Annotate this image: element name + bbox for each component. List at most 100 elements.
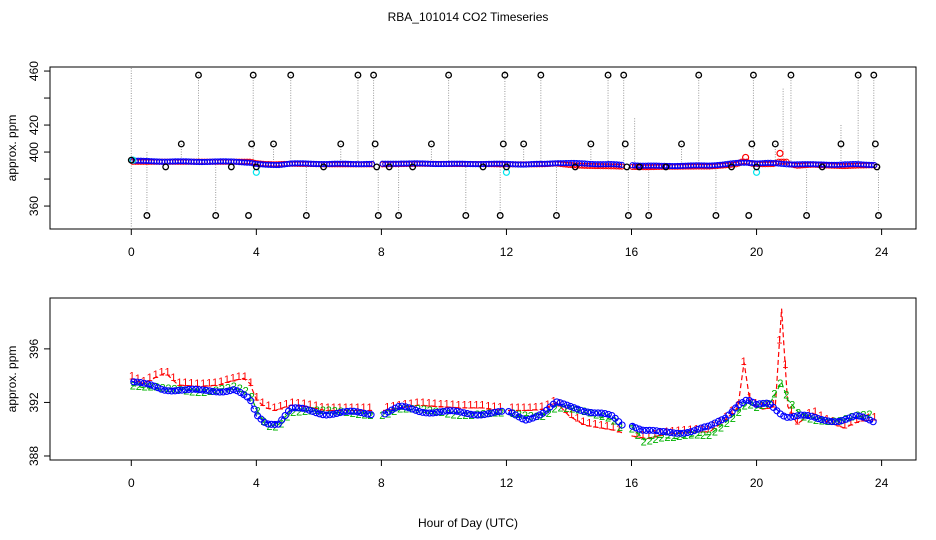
top-black-point	[871, 140, 879, 148]
bottom-series-symbol-1: 1	[254, 392, 260, 404]
bottom-series-symbol-2: 2	[326, 405, 332, 417]
bottom-series-point-3	[223, 387, 231, 396]
bottom-series-symbol-1: 1	[616, 423, 622, 435]
bottom-series-point-3	[474, 411, 482, 419]
bottom-series-point-3	[807, 412, 815, 420]
bottom-series-point-3	[388, 406, 396, 414]
bottom-series-point-3	[529, 414, 537, 422]
bottom-series-symbol-1: 1	[515, 402, 521, 414]
top-black-point	[479, 163, 487, 171]
bottom-series-symbol-1: 1	[200, 378, 206, 390]
bottom-series-point-3	[456, 408, 465, 416]
bottom-series-point-3	[384, 408, 392, 416]
bottom-series-symbol-1: 1	[788, 404, 794, 416]
bottom-series-symbol-2: 2	[165, 383, 171, 395]
bottom-series-symbol-1: 1	[836, 418, 842, 430]
bottom-series-symbol-1: 1	[206, 377, 212, 389]
bottom-series-point-3	[498, 407, 506, 415]
bottom-series-symbol-1: 1	[420, 397, 426, 409]
bottom-series-symbol-1: 1	[426, 397, 432, 409]
bottom-series-symbol-2: 2	[552, 403, 558, 415]
bottom-series-symbol-2: 2	[653, 434, 659, 446]
bottom-series-symbol-1: 1	[260, 397, 266, 409]
top-black-point	[501, 71, 509, 79]
top-black-point	[678, 140, 685, 148]
bottom-series-point-3	[130, 378, 138, 386]
bottom-series-symbol-1: 1	[646, 430, 652, 442]
bottom-series-point-3	[508, 409, 516, 417]
bottom-x-tick-label: 4	[253, 476, 260, 490]
bottom-series-symbol-1: 1	[562, 404, 568, 416]
bottom-series-point-3	[298, 404, 306, 412]
bottom-series-point-3	[742, 396, 750, 404]
top-black-point	[395, 212, 403, 219]
bottom-series-point-3	[264, 420, 272, 428]
bottom-series-symbol-1: 1	[568, 409, 574, 421]
bottom-series-symbol-2: 2	[599, 411, 605, 423]
bottom-y-tick-label: 396	[27, 339, 41, 359]
bottom-series-symbol-1: 1	[509, 402, 515, 414]
bottom-x-tick-label: 8	[378, 476, 385, 490]
bottom-series-point-3	[697, 424, 705, 432]
top-black-point	[320, 163, 328, 171]
top-black-point	[728, 163, 735, 171]
bottom-series-point-3	[793, 412, 802, 420]
bottom-series-point-3	[295, 404, 303, 412]
bottom-series-symbol-1: 1	[871, 411, 877, 423]
bottom-series-point-3	[790, 412, 798, 421]
bottom-series-point-3	[511, 411, 520, 419]
bottom-series-symbol-1: 1	[592, 419, 598, 431]
bottom-y-tick-label: 388	[27, 446, 41, 466]
bottom-series-point-3	[477, 411, 485, 419]
bottom-series-symbol-2: 2	[748, 399, 754, 411]
bottom-series-point-3	[425, 409, 434, 417]
bottom-series-line-1	[131, 308, 874, 440]
bottom-series-point-3	[329, 410, 337, 418]
top-black-point	[374, 212, 382, 219]
bottom-series-symbol-2: 2	[694, 430, 700, 442]
bottom-series-symbol-2: 2	[546, 408, 552, 420]
bottom-series-point-3	[202, 386, 210, 394]
bottom-series-point-3	[460, 409, 468, 417]
bottom-series-point-3	[250, 405, 258, 413]
bottom-series-symbol-2: 2	[736, 407, 742, 419]
bottom-series-point-3	[749, 398, 757, 406]
bottom-series-point-3	[855, 412, 863, 420]
top-black-point	[212, 212, 220, 219]
bottom-series-symbol-2: 2	[765, 398, 771, 410]
bottom-series-point-3	[659, 428, 667, 436]
bottom-series-symbol-2: 2	[320, 405, 326, 417]
bottom-series-point-3	[315, 410, 324, 418]
bottom-series-symbol-1: 1	[361, 402, 367, 414]
bottom-series-point-3	[147, 381, 155, 389]
bottom-series-point-3	[649, 426, 657, 434]
bottom-series-point-3	[745, 397, 753, 405]
top-blue-point	[368, 160, 376, 167]
bottom-series-symbol-1: 1	[432, 398, 438, 410]
top-black-point	[354, 71, 362, 79]
bottom-series-symbol-2: 2	[569, 404, 575, 416]
bottom-series-point-3	[312, 409, 320, 417]
bottom-series-point-3	[663, 428, 671, 436]
bottom-series-point-3	[818, 416, 826, 424]
bottom-series-point-3	[680, 429, 688, 437]
top-black-point	[496, 212, 504, 219]
top-x-tick-label: 8	[378, 245, 385, 259]
top-black-point	[248, 140, 256, 148]
bottom-series-symbol-1: 1	[236, 371, 242, 383]
bottom-series-point-3	[687, 428, 695, 436]
bottom-series-symbol-2: 2	[801, 412, 807, 424]
top-blue-point	[616, 161, 623, 168]
top-x-tick-label: 16	[625, 245, 639, 259]
bottom-series-symbol-1: 1	[693, 424, 699, 436]
top-black-point	[499, 140, 507, 148]
top-black-point	[604, 71, 612, 79]
top-blue-point	[366, 160, 373, 168]
top-y-axis: 360 400 420 460	[27, 61, 51, 216]
bottom-series-point-3	[192, 385, 200, 393]
bottom-series-point-3	[491, 408, 499, 416]
bottom-series-symbol-2: 2	[243, 386, 249, 398]
top-black-point	[870, 71, 878, 79]
top-black-point	[370, 71, 378, 79]
bottom-series-symbol-2: 2	[730, 413, 736, 425]
